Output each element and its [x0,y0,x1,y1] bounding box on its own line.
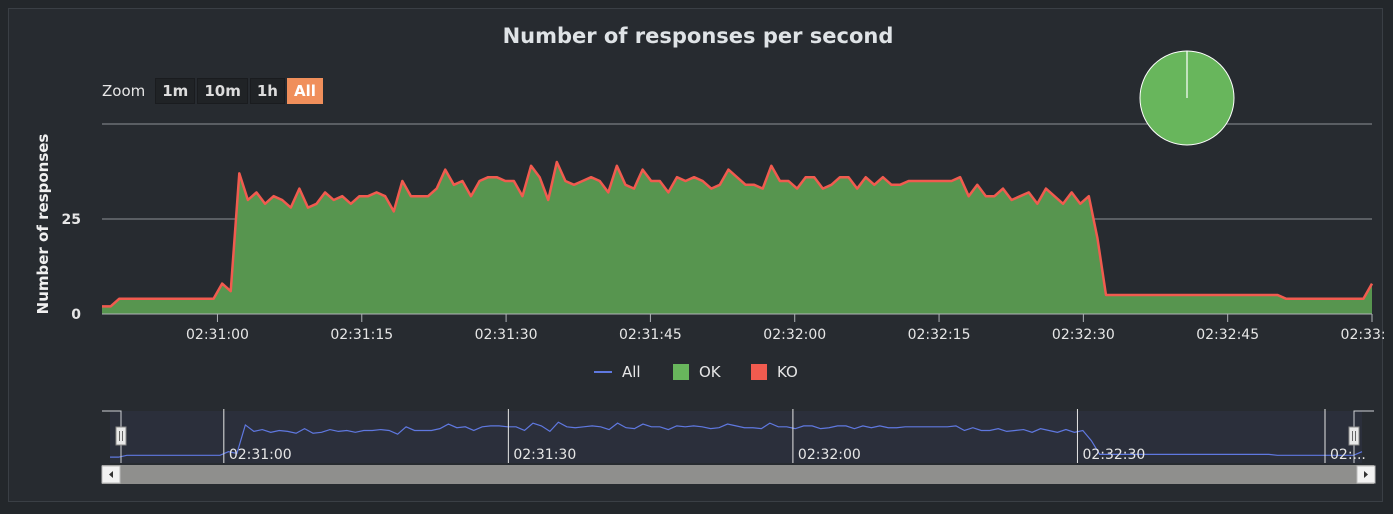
y-axis: Number of responses 0 25 [34,134,81,323]
x-tick-label: 02:31:45 [619,327,682,343]
zoom-controls: Zoom 1m 10m 1h All [102,78,323,104]
x-axis: 02:31:00 02:31:15 02:31:30 02:31:45 02:32:00… [102,313,1384,343]
x-tick-label: 02:31:00 [186,327,249,343]
zoom-label: Zoom [102,82,146,100]
legend-swatch-ok [673,364,689,380]
pie-chart [1139,50,1235,146]
navigator-tick-label: 02:32:00 [798,447,861,463]
navigator-handle-right[interactable] [1348,426,1360,446]
y-tick-label: 25 [62,212,81,228]
legend-swatch-ko [751,364,767,380]
navigator-handle-left[interactable] [115,426,127,446]
navigator-outline-left [102,410,122,463]
navigator-tick-label: 02:31:00 [229,447,292,463]
x-tick-label: 02:32:00 [763,327,826,343]
x-tick-label: 02:33:00 [1341,327,1384,343]
x-tick-label: 02:32:15 [908,327,971,343]
series-line-all [102,160,1374,308]
legend-label-ok: OK [699,363,722,381]
legend: All OK KO [594,363,798,381]
arrow-left-icon [109,471,113,478]
arrow-right-icon [1364,471,1368,478]
responses-chart: Number of responses per second Number of… [34,24,1384,484]
zoom-all-button[interactable]: All [286,78,323,104]
x-tick-label: 02:32:45 [1196,327,1259,343]
navigator-tick-label: 02:32:30 [1082,447,1145,463]
zoom-10m-button[interactable]: 10m [197,78,248,104]
plot-area [102,160,1374,314]
y-tick-label: 0 [71,307,81,323]
navigator-outline-right [1353,410,1374,463]
ok-area [102,162,1372,314]
x-tick-label: 02:31:30 [475,327,538,343]
navigator-series [110,421,1363,458]
legend-label-ko: KO [777,363,798,381]
navigator-tick-label: 02:31:30 [513,447,576,463]
navigator-background [110,411,1362,463]
chart-title: Number of responses per second [503,24,894,48]
scrollbar-track[interactable] [102,465,1374,484]
legend-label-all: All [622,363,641,381]
navigator[interactable]: 02:31:00 02:31:30 02:32:00 02:32:30 02:... [101,409,1376,484]
y-axis-label: Number of responses [34,134,52,315]
navigator-tick-label: 02:... [1330,447,1366,463]
chart-panel: Number of responses per second Number of… [8,8,1384,502]
x-tick-label: 02:32:30 [1052,327,1115,343]
x-tick-label: 02:31:15 [330,327,393,343]
zoom-1h-button[interactable]: 1h [249,78,285,104]
zoom-1m-button[interactable]: 1m [155,78,196,104]
